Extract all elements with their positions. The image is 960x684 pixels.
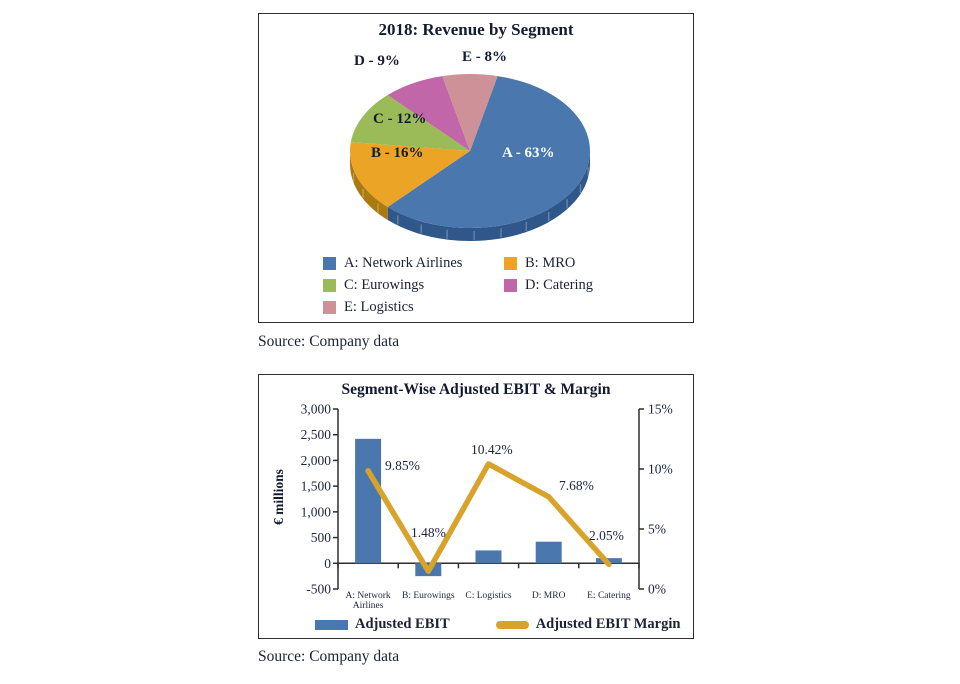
- left-axis-tick-label: 2,500: [301, 427, 332, 442]
- pie-slice-a: [387, 76, 590, 228]
- pie-slice-d: [387, 76, 470, 151]
- pie-slice-c: [350, 95, 470, 151]
- left-axis-tick-label: 1,000: [301, 504, 332, 519]
- pie-3d-chart: [350, 74, 590, 241]
- source-note-1: Source: Company data: [258, 333, 400, 350]
- legend-bar-label: Adjusted EBIT: [355, 616, 450, 632]
- combo-legend: Adjusted EBIT Adjusted EBIT Margin: [315, 616, 680, 633]
- right-axis-tick-label: 0%: [648, 582, 666, 597]
- margin-data-label-c: 10.42%: [471, 442, 513, 457]
- legend-label: A: Network Airlines: [344, 254, 463, 271]
- pie-legend-item-b: B: MRO: [504, 252, 593, 274]
- combo-chart-panel: Segment-Wise Adjusted EBIT & Margin 3,00…: [258, 374, 694, 639]
- pie-legend-item-a: A: Network Airlines: [323, 252, 504, 274]
- combo-chart-title: Segment-Wise Adjusted EBIT & Margin: [341, 381, 611, 398]
- left-axis-tick-label: 500: [311, 530, 332, 545]
- pie-chart-panel: 2018: Revenue by Segment A - 63% B - 16%…: [258, 13, 694, 323]
- left-axis-tick-label: 2,000: [301, 453, 332, 468]
- legend-color-swatch: [504, 278, 517, 292]
- left-axis-tick-label: 0: [324, 556, 331, 571]
- x-category-label: D: MRO: [532, 591, 566, 601]
- x-category-label: B: Eurowings: [402, 591, 455, 601]
- x-category-label: E: Catering: [587, 591, 631, 601]
- pie-slice-label-a: A - 63%: [502, 145, 555, 161]
- pie-slice-label-c: C - 12%: [373, 111, 427, 127]
- right-axis-tick-label: 5%: [648, 522, 666, 537]
- x-category-label: C: Logistics: [465, 591, 511, 601]
- legend-label: D: Catering: [525, 276, 594, 293]
- legend-color-swatch: [504, 256, 517, 270]
- legend-bar-swatch: [315, 619, 348, 630]
- legend-color-swatch: [323, 278, 336, 292]
- pie-slice-label-b: B - 16%: [371, 145, 424, 161]
- legend-label: B: MRO: [525, 254, 576, 271]
- bar-d-mro: [535, 541, 562, 564]
- source-note-2: Source: Company data: [258, 648, 400, 665]
- pie-slice-label-e: E - 8%: [462, 49, 507, 65]
- pie-legend-item-e: E: Logistics: [323, 296, 504, 318]
- legend-label: C: Eurowings: [344, 276, 425, 293]
- ebit-margin-line: [365, 461, 612, 574]
- legend-line-swatch: [495, 620, 529, 629]
- left-axis-tick-label: 1,500: [301, 479, 332, 494]
- pie-chart-title: 2018: Revenue by Segment: [378, 20, 574, 39]
- pie-legend-item-c: C: Eurowings: [323, 274, 504, 296]
- left-axis-tick-label: 3,000: [301, 402, 332, 417]
- pie-legend-item-d: D: Catering: [504, 274, 593, 296]
- combo-chart: 3,000 2,500 2,000 1,500 1,000 500 0 -500 15% 10% 5…: [301, 402, 673, 612]
- margin-data-label-a: 9.85%: [385, 458, 420, 473]
- pie-slice-b: [350, 142, 470, 208]
- margin-data-label-e: 2.05%: [589, 528, 624, 543]
- pie-slice-label-d: D - 9%: [354, 53, 400, 69]
- legend-line-label: Adjusted EBIT Margin: [535, 616, 681, 632]
- pie-rim-a: [387, 151, 590, 241]
- legend-label: E: Logistics: [344, 298, 414, 315]
- legend-color-swatch: [323, 256, 336, 270]
- bar-a-network: [355, 438, 382, 564]
- x-category-label: A: Network Airlines: [346, 591, 391, 611]
- left-axis-tick-label: -500: [306, 582, 331, 597]
- margin-data-label-d: 7.68%: [559, 478, 594, 493]
- pie-legend: A: Network Airlines B: MRO C: Eurowings D: …: [323, 252, 593, 318]
- right-axis-tick-label: 15%: [648, 402, 673, 417]
- margin-data-label-b: 1.48%: [411, 525, 446, 540]
- legend-color-swatch: [323, 300, 336, 314]
- pie-slice-e: [442, 74, 498, 151]
- right-axis-tick-label: 10%: [648, 462, 673, 477]
- pie-rim-b: [350, 151, 388, 221]
- bar-c-logistics: [475, 550, 502, 564]
- left-axis-title: € millions: [271, 469, 286, 525]
